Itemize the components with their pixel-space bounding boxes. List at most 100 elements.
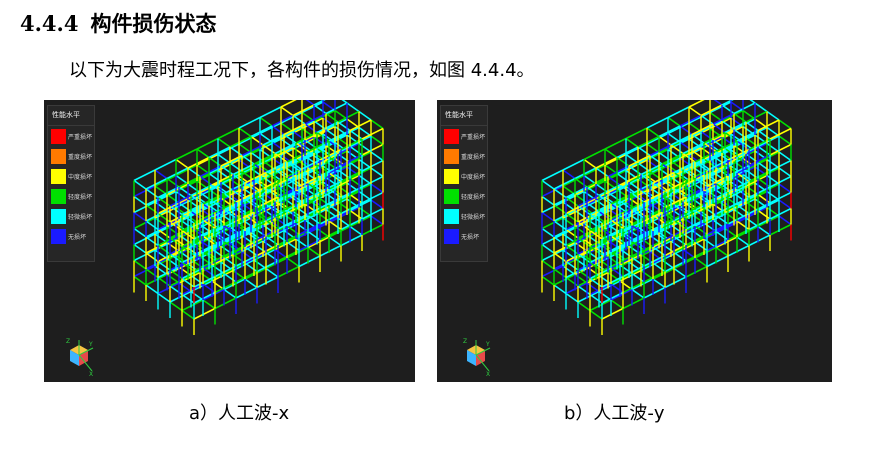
frame-member bbox=[643, 286, 666, 299]
frame-member bbox=[349, 119, 372, 132]
frame-member bbox=[187, 156, 210, 169]
frame-member bbox=[145, 204, 159, 215]
frame-member bbox=[724, 195, 738, 206]
frame-member bbox=[178, 250, 192, 261]
frame-member bbox=[157, 244, 171, 255]
frame-member bbox=[154, 158, 177, 171]
frame-member bbox=[238, 116, 261, 129]
frame-member bbox=[166, 257, 180, 268]
frame-member bbox=[154, 174, 177, 187]
frame-member bbox=[178, 186, 192, 197]
frame-member bbox=[346, 118, 360, 129]
frame-member bbox=[586, 234, 600, 245]
frame-member bbox=[217, 153, 231, 164]
frame-member bbox=[286, 257, 300, 268]
frame-member bbox=[541, 185, 564, 198]
frame-member bbox=[337, 217, 351, 228]
frame-member bbox=[598, 258, 612, 269]
frame-member bbox=[370, 119, 384, 130]
frame-member bbox=[625, 137, 639, 148]
legend-item-slight: 轻微损坏 bbox=[48, 206, 94, 226]
frame-member bbox=[358, 190, 372, 201]
frame-member bbox=[133, 227, 147, 238]
frame-member bbox=[223, 272, 237, 283]
frame-member bbox=[370, 183, 384, 194]
frame-member bbox=[133, 243, 147, 254]
frame-member bbox=[133, 195, 147, 206]
legend-swatch bbox=[444, 188, 459, 204]
frame-member bbox=[349, 209, 363, 220]
frame-member bbox=[667, 106, 690, 119]
frame-member bbox=[745, 201, 759, 212]
frame-member bbox=[757, 119, 780, 132]
frame-member bbox=[157, 212, 171, 223]
frame-member bbox=[166, 241, 180, 252]
frame-member bbox=[301, 101, 324, 114]
frame-member bbox=[553, 268, 567, 279]
frame-member bbox=[565, 282, 588, 295]
frame-member bbox=[754, 102, 768, 113]
frame-member bbox=[259, 106, 282, 119]
frame-member bbox=[187, 183, 201, 194]
frame-member bbox=[235, 286, 258, 299]
frame-member bbox=[337, 121, 351, 132]
frame-member bbox=[274, 216, 288, 227]
frame-member bbox=[778, 167, 792, 178]
frame-member bbox=[154, 169, 168, 180]
frame-member bbox=[166, 225, 180, 236]
frame-member bbox=[178, 218, 192, 229]
frame-member bbox=[154, 201, 168, 212]
frame-member bbox=[319, 244, 342, 257]
frame-member bbox=[637, 146, 651, 157]
intro-paragraph: 以下为大震时程工况下，各构件的损伤情况，如图 4.4.4。 bbox=[69, 60, 535, 81]
frame-member bbox=[175, 148, 198, 161]
frame-member bbox=[145, 188, 159, 199]
frame-member bbox=[145, 225, 168, 238]
frame-member bbox=[766, 142, 780, 153]
frame-member bbox=[694, 257, 708, 268]
frame-member bbox=[589, 299, 612, 312]
frame-member bbox=[745, 185, 759, 196]
frame-member bbox=[349, 177, 363, 188]
frame-member bbox=[358, 206, 372, 217]
section-number: 4.4.4 bbox=[20, 11, 79, 36]
frame-member bbox=[229, 146, 243, 157]
frame-member bbox=[178, 234, 192, 245]
frame-member bbox=[721, 109, 744, 122]
frame-member bbox=[202, 299, 216, 310]
frame-member bbox=[610, 283, 624, 294]
frame-member bbox=[631, 278, 654, 291]
frame-member bbox=[745, 121, 759, 132]
frame-member bbox=[682, 232, 696, 243]
frame-member bbox=[610, 299, 624, 310]
axis-x-label: X bbox=[89, 371, 93, 376]
frame-member bbox=[667, 132, 681, 143]
frame-member bbox=[595, 172, 618, 185]
frame-member bbox=[769, 191, 792, 204]
frame-member bbox=[733, 118, 756, 131]
damage-figure-b: 性能水平 严重损坏 重度损坏 中度损坏 轻度损坏 轻微损坏 无损坏 Z Y X bbox=[437, 100, 832, 382]
frame-member bbox=[145, 236, 159, 247]
frame-member bbox=[316, 227, 330, 238]
frame-member bbox=[181, 309, 195, 320]
frame-member bbox=[670, 160, 684, 171]
frame-member bbox=[337, 110, 360, 123]
frame-member bbox=[646, 132, 669, 145]
frame-member bbox=[679, 114, 702, 127]
frame-member bbox=[577, 301, 591, 312]
frame-member bbox=[757, 151, 780, 164]
frame-member bbox=[133, 249, 156, 262]
frame-member bbox=[337, 201, 351, 212]
frame-member bbox=[553, 284, 567, 295]
frame-member bbox=[745, 110, 768, 123]
frame-member bbox=[145, 220, 159, 231]
frame-member bbox=[766, 110, 780, 121]
legend-swatch bbox=[51, 188, 66, 204]
legend-item-severe: 严重损坏 bbox=[48, 126, 94, 146]
frame-member bbox=[688, 100, 705, 108]
frame-member bbox=[196, 148, 210, 159]
frame-member bbox=[598, 290, 612, 301]
frame-member bbox=[166, 183, 189, 196]
frame-member bbox=[169, 285, 183, 296]
frame-member bbox=[265, 267, 279, 278]
